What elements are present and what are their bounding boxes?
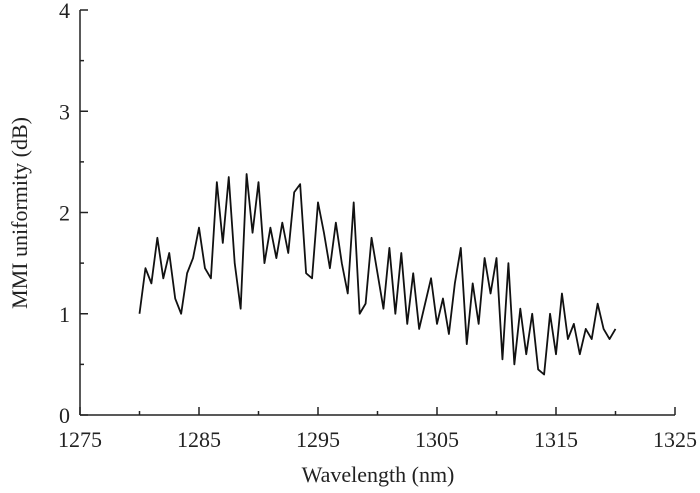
x-tick-label: 1295 [296, 427, 340, 452]
y-axis-label: MMI uniformity (dB) [7, 117, 32, 309]
y-tick-label: 1 [59, 302, 70, 327]
y-tick-label: 2 [59, 201, 70, 226]
x-axis-label: Wavelength (nm) [302, 462, 455, 487]
x-tick-label: 1315 [534, 427, 578, 452]
x-tick-label: 1325 [653, 427, 697, 452]
y-tick-label: 4 [59, 0, 70, 23]
y-tick-label: 3 [59, 99, 70, 124]
x-tick-label: 1285 [177, 427, 221, 452]
data-line [138, 173, 617, 376]
x-tick-label: 1275 [58, 427, 102, 452]
x-tick-label: 1305 [415, 427, 459, 452]
y-tick-label: 0 [59, 403, 70, 428]
